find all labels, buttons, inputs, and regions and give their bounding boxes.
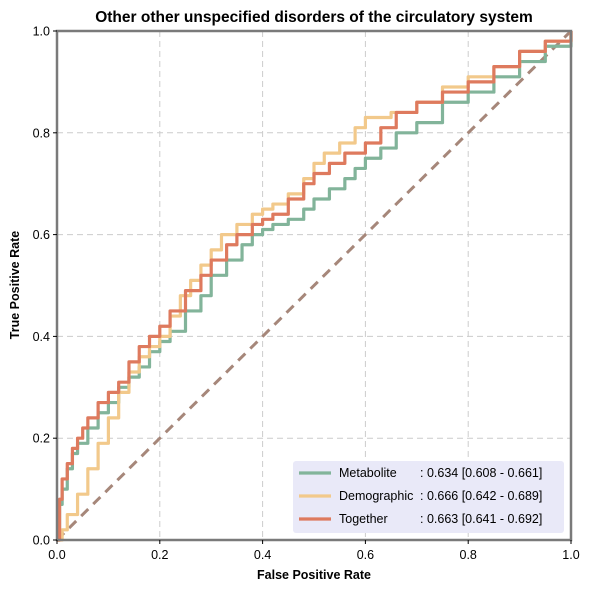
y-tick-label: 0.2 [33, 432, 50, 446]
x-tick-label: 0.4 [254, 548, 271, 562]
series-layer [57, 31, 573, 542]
plot-frame [55, 29, 573, 542]
y-tick-label: 1.0 [33, 25, 50, 39]
legend-stat-together: : 0.663 [0.641 - 0.692] [420, 512, 542, 526]
y-tick-label: 0.8 [33, 126, 50, 140]
y-tick-label: 0.6 [33, 228, 50, 242]
y-axis-label: True Positive Rate [8, 231, 22, 339]
legend-label-metabolite: Metabolite [339, 466, 397, 480]
legend-stat-demographic: : 0.666 [0.642 - 0.689] [420, 489, 542, 503]
x-tick-label: 0.8 [460, 548, 477, 562]
x-axis-label: False Positive Rate [257, 568, 371, 582]
legend-label-demographic: Demographic [339, 489, 413, 503]
reference-layer [55, 29, 573, 542]
roc-line-together [57, 31, 573, 542]
ticks: 0.0 0.2 0.4 0.6 0.8 1.0 0.0 0.2 0.4 0.6 0.8 1.0 [33, 25, 580, 563]
x-tick-label: 1.0 [562, 548, 579, 562]
chart-title: Other other unspecified disorders of the… [95, 9, 533, 26]
y-tick-label: 0.0 [33, 534, 50, 548]
x-tick-label: 0.2 [151, 548, 168, 562]
roc-line-metabolite [57, 31, 573, 542]
legend-box [293, 461, 564, 533]
x-tick-label: 0.6 [357, 548, 374, 562]
legend-label-together: Together [339, 512, 388, 526]
legend-stat-metabolite: : 0.634 [0.608 - 0.661] [420, 466, 542, 480]
legend: Metabolite : 0.634 [0.608 - 0.661] Demog… [293, 461, 564, 533]
y-tick-label: 0.4 [33, 330, 50, 344]
x-tick-label: 0.0 [48, 548, 65, 562]
grid [57, 31, 571, 540]
chance-diagonal-line [55, 29, 573, 542]
